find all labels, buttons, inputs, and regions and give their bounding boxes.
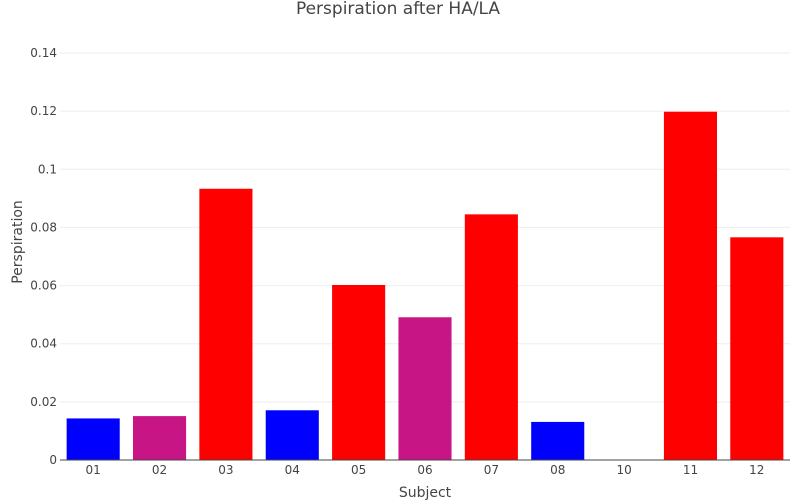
x-tick-label: 12 xyxy=(749,463,764,477)
bar-02[interactable] xyxy=(133,416,187,460)
bar-05[interactable] xyxy=(332,284,386,460)
x-tick-label: 10 xyxy=(616,463,631,477)
x-tick-label: 06 xyxy=(417,463,432,477)
y-tick-label: 0.02 xyxy=(30,395,57,409)
y-tick-label: 0 xyxy=(49,453,57,467)
bar-08[interactable] xyxy=(531,421,585,460)
bars xyxy=(66,111,784,461)
y-tick-label: 0.06 xyxy=(30,279,57,293)
gridlines xyxy=(60,52,790,403)
y-tick-label: 0.04 xyxy=(30,337,57,351)
bar-11[interactable] xyxy=(663,111,717,460)
x-tick-label: 05 xyxy=(351,463,366,477)
y-axis-title: Perspiration xyxy=(10,200,26,284)
bar-06[interactable] xyxy=(398,317,452,460)
bar-04[interactable] xyxy=(265,410,319,460)
x-tick-label: 03 xyxy=(218,463,233,477)
bar-01[interactable] xyxy=(66,418,120,460)
bar-07[interactable] xyxy=(464,214,518,460)
x-tick-label: 04 xyxy=(285,463,300,477)
y-tick-label: 0.1 xyxy=(38,162,57,176)
y-tick-label: 0.12 xyxy=(30,104,57,118)
bar-03[interactable] xyxy=(199,188,253,461)
bar-12[interactable] xyxy=(730,237,784,460)
y-tick-label: 0.14 xyxy=(30,46,57,60)
y-tick-label: 0.08 xyxy=(30,220,57,234)
x-tick-label: 01 xyxy=(86,463,101,477)
x-axis-title: Subject xyxy=(399,485,452,500)
x-tick-label: 07 xyxy=(484,463,499,477)
x-tick-label: 08 xyxy=(550,463,565,477)
x-tick-label: 02 xyxy=(152,463,167,477)
x-axis-ticks: 01 02 03 04 05 06 07 08 10 11 12 xyxy=(86,463,765,477)
chart-title: Perspiration after HA/LA xyxy=(296,0,500,19)
y-axis-ticks: 0 0.02 0.04 0.06 0.08 0.1 0.12 0.14 xyxy=(30,46,57,467)
x-tick-label: 11 xyxy=(683,463,698,477)
